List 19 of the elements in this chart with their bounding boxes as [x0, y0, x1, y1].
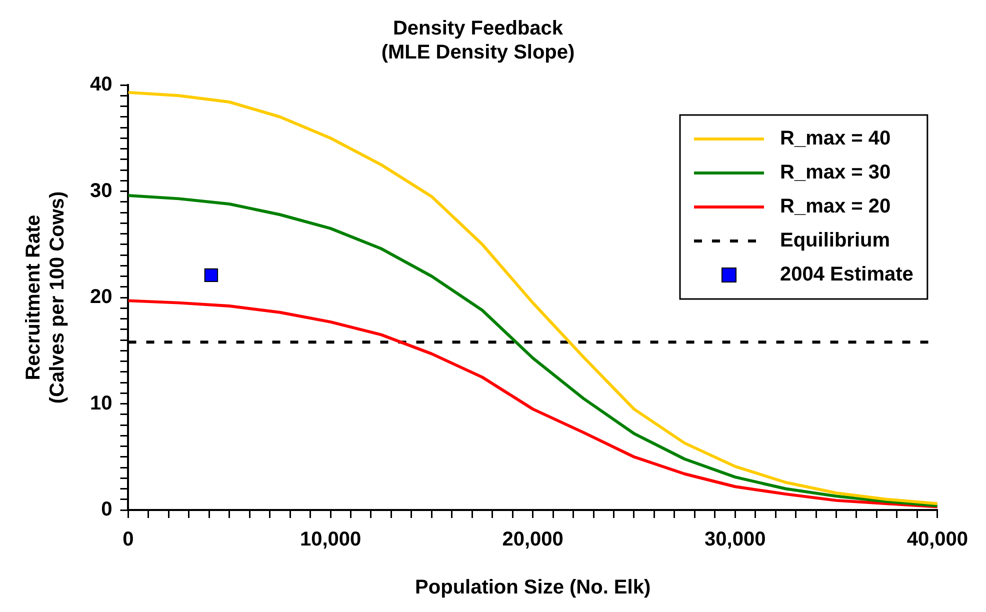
x-tick-label: 20,000: [502, 528, 564, 551]
x-tick-label: 40,000: [906, 528, 968, 551]
x-tick-label: 10,000: [300, 528, 362, 551]
x-axis-title: Population Size (No. Elk): [415, 576, 651, 599]
y-tick-label: 40: [90, 74, 112, 96]
y-tick-label: 30: [90, 180, 112, 202]
chart-subtitle: (MLE Density Slope): [381, 42, 575, 64]
x-tick-label: 30,000: [704, 528, 766, 551]
y-tick-label: 20: [90, 286, 112, 308]
legend-label: R_max = 20: [780, 196, 891, 218]
legend-label: 2004 Estimate: [780, 264, 914, 286]
legend-label: Equilibrium: [780, 230, 890, 252]
y-axis-title: Recruitment Rate (Calves per 100 Cows): [22, 191, 69, 404]
chart-title: Density Feedback: [392, 18, 564, 40]
x-tick-label: 0: [122, 528, 134, 551]
y-tick-label: 0: [101, 498, 112, 521]
legend-label: R_max = 40: [780, 128, 891, 150]
legend-label: R_max = 30: [780, 162, 891, 184]
y-tick-label: 10: [90, 392, 112, 414]
